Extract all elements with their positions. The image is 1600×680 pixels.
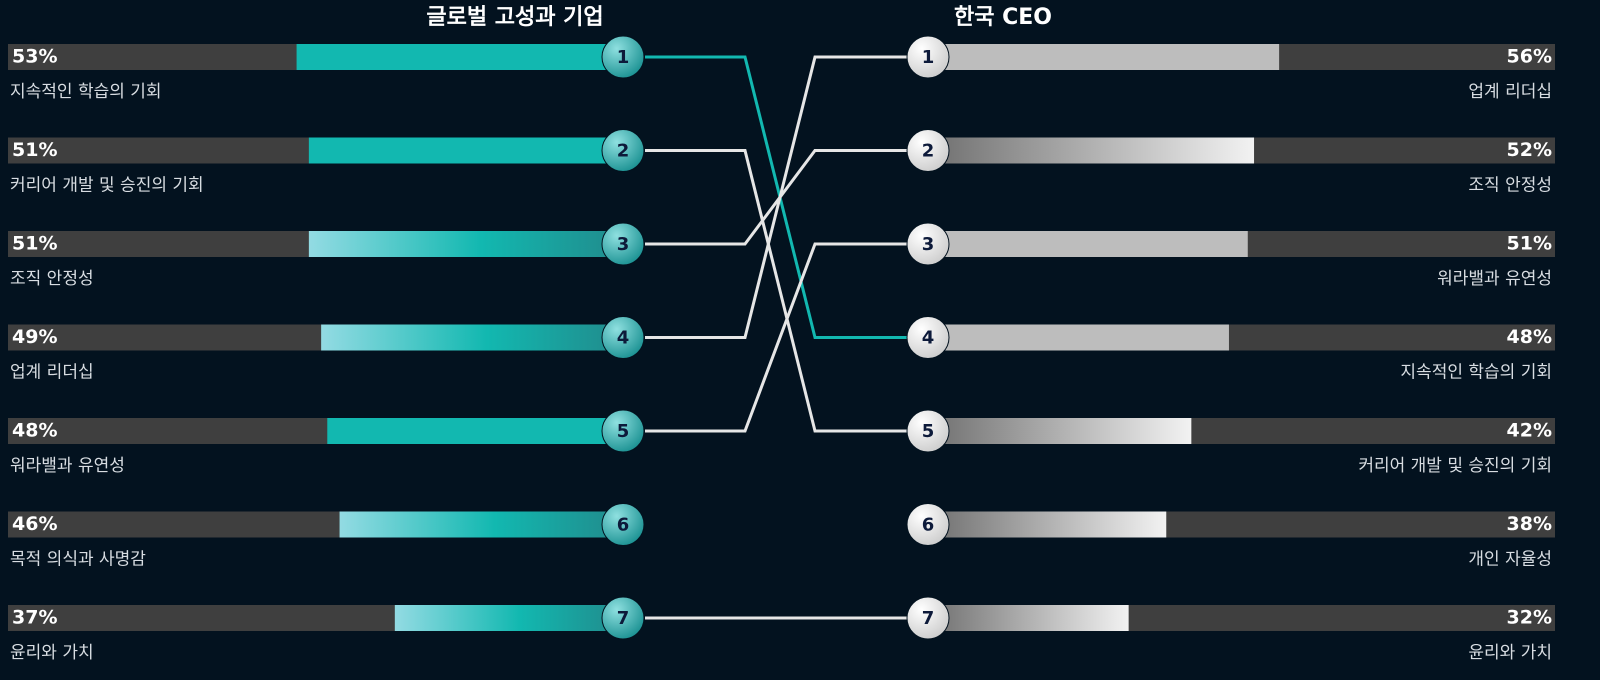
- left-title: 글로벌 고성과 기업: [426, 5, 603, 30]
- value-label: 52%: [1507, 139, 1552, 161]
- value-label: 53%: [12, 46, 57, 68]
- bar: [296, 44, 622, 70]
- rank-circle: [601, 129, 645, 172]
- rank-circle: [906, 35, 950, 79]
- rank-number: 5: [617, 421, 630, 442]
- rank-circle: [906, 596, 950, 640]
- value-label: 49%: [12, 326, 57, 348]
- connectors: [645, 55, 907, 620]
- category-label: 윤리와 가치: [10, 643, 94, 663]
- rank-number: 3: [922, 234, 935, 255]
- rank-circle: [906, 222, 950, 266]
- rank-number: 7: [922, 608, 935, 629]
- rank-number: 1: [922, 47, 935, 68]
- rank-number: 5: [922, 421, 935, 442]
- connector: [645, 242, 907, 433]
- rank-number: 2: [922, 141, 935, 162]
- value-label: 32%: [1507, 607, 1552, 629]
- category-label: 지속적인 학습의 기회: [10, 82, 162, 102]
- bar: [394, 605, 622, 631]
- bar: [327, 418, 622, 444]
- category-label: 조직 안정성: [10, 269, 94, 289]
- rank-number: 7: [617, 608, 630, 629]
- bar: [928, 418, 1192, 444]
- rank-circle: [906, 129, 950, 172]
- rank-number: 6: [617, 515, 630, 536]
- bar: [928, 511, 1167, 538]
- category-label: 윤리와 가치: [1468, 643, 1552, 663]
- rank-circle: [601, 409, 645, 453]
- rank-circle: [906, 503, 950, 546]
- value-label: 46%: [12, 513, 57, 535]
- bar: [928, 44, 1280, 70]
- connector: [645, 149, 907, 246]
- rank-number: 4: [617, 328, 630, 349]
- rank-circle: [601, 503, 645, 546]
- rank-number: 4: [922, 328, 935, 349]
- category-label: 개인 자율성: [1468, 550, 1552, 570]
- category-label: 업계 리더십: [10, 363, 94, 383]
- rank-circle: [601, 596, 645, 640]
- value-label: 48%: [1507, 326, 1552, 348]
- value-label: 42%: [1507, 420, 1552, 442]
- category-label: 목적 의식과 사명감: [10, 550, 146, 570]
- right-title: 한국 CEO: [954, 5, 1052, 30]
- value-label: 51%: [12, 233, 57, 255]
- category-label: 워라밸과 유연성: [10, 456, 125, 476]
- bar: [321, 324, 622, 351]
- rank-circle: [601, 316, 645, 359]
- bar: [928, 324, 1229, 351]
- rank-number: 3: [617, 234, 630, 255]
- category-label: 조직 안정성: [1468, 176, 1552, 196]
- bar: [308, 137, 622, 164]
- bar: [928, 605, 1129, 631]
- rank-circle: [601, 35, 645, 79]
- connector: [645, 149, 907, 433]
- category-label: 워라밸과 유연성: [1437, 269, 1552, 289]
- value-label: 37%: [12, 607, 57, 629]
- category-label: 지속적인 학습의 기회: [1400, 363, 1552, 383]
- rank-number: 1: [617, 47, 630, 68]
- rank-circle: [601, 222, 645, 266]
- category-label: 커리어 개발 및 승진의 기회: [1358, 456, 1552, 476]
- value-label: 51%: [12, 139, 57, 161]
- rank-number: 6: [922, 515, 935, 536]
- value-label: 51%: [1507, 233, 1552, 255]
- connector: [645, 55, 907, 339]
- rank-circle: [906, 409, 950, 453]
- bar: [339, 511, 622, 538]
- connector: [645, 55, 907, 339]
- bar: [308, 231, 622, 257]
- value-label: 38%: [1507, 513, 1552, 535]
- value-label: 56%: [1507, 46, 1552, 68]
- value-label: 48%: [12, 420, 57, 442]
- bar: [928, 231, 1248, 257]
- category-label: 커리어 개발 및 승진의 기회: [10, 176, 204, 196]
- rank-number: 2: [617, 141, 630, 162]
- bar: [928, 137, 1255, 164]
- category-label: 업계 리더십: [1468, 82, 1552, 102]
- rank-circle: [906, 316, 950, 359]
